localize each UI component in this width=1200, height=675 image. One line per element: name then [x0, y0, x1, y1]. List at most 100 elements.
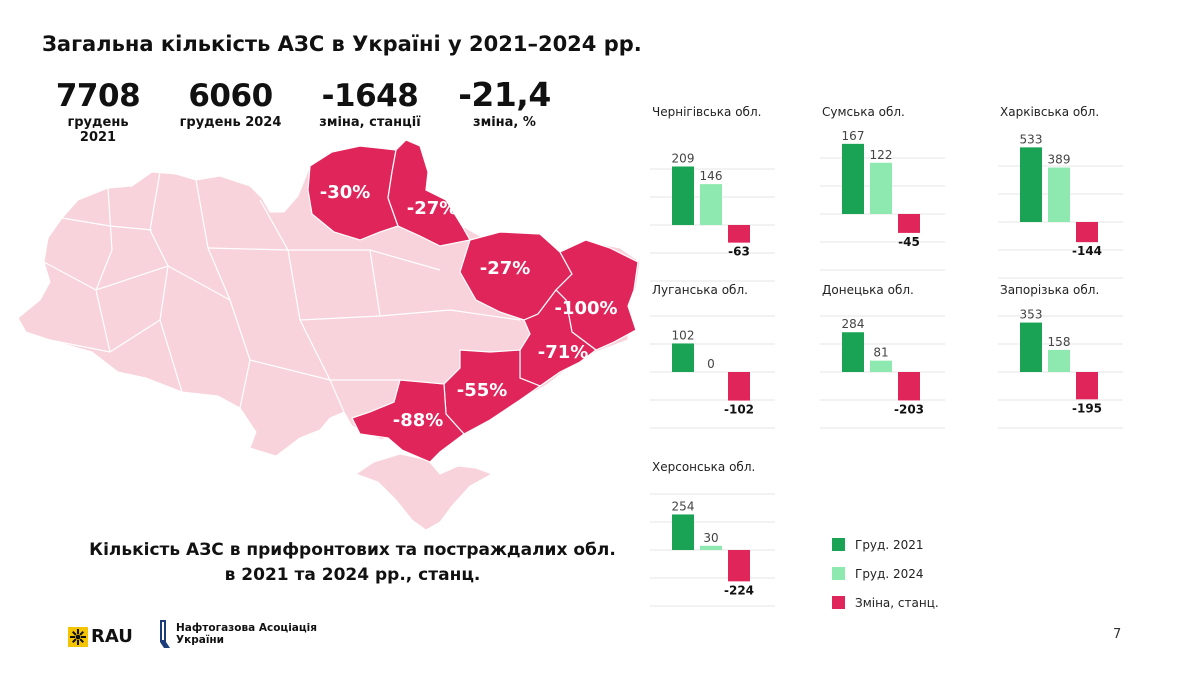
data-label-dec2024: 389 [1048, 153, 1071, 167]
chart-panel-sumy: Сумська обл. 167 122 -45 [820, 105, 950, 271]
bar-dec2021 [1020, 322, 1042, 372]
legend-label: Зміна, станц. [855, 595, 939, 610]
map-label-zaporizhzhia: -55% [457, 380, 508, 401]
chart-title: Донецька обл. [822, 283, 914, 297]
bar-dec2021 [1020, 147, 1042, 222]
stat-label: грудень 2024 [179, 115, 282, 130]
chart-subtitle: Кількість АЗС в прифронтових та постражд… [75, 538, 630, 588]
subtitle-line1: Кількість АЗС в прифронтових та постражд… [89, 540, 616, 560]
bar-dec2024 [1048, 349, 1070, 372]
bar-dec2024 [870, 360, 892, 372]
data-label-change: -203 [894, 402, 924, 416]
chart-title: Луганська обл. [652, 283, 748, 297]
chart-title: Чернігівська обл. [652, 105, 762, 119]
map-crimea [354, 453, 494, 531]
data-label-dec2024: 158 [1048, 335, 1071, 349]
chart-title: Запорізька обл. [1000, 283, 1100, 297]
bar-chart-sumy: 167 122 -45 [820, 129, 945, 271]
stat-value: -21,4 [458, 75, 551, 114]
bar-dec2021 [672, 514, 694, 550]
chart-panel-zaporizhzhia: Запорізька обл. 353 158 -195 [998, 283, 1128, 433]
chart-panel-kharkiv: Харківська обл. 533 389 -144 [998, 105, 1128, 279]
rau-logo-text: RAU [91, 626, 133, 647]
nau-logo-line2: України [176, 634, 225, 646]
stat-value: 7708 [55, 78, 141, 114]
legend-item-change: Зміна, станц. [832, 588, 939, 617]
stat-dec2024: 6060 грудень 2024 [178, 78, 283, 130]
legend-item-dec2021: Груд. 2021 [832, 530, 939, 559]
rau-logo: RAU [68, 626, 133, 647]
bar-chart-luhansk: 102 0 -102 [650, 315, 775, 429]
data-label-dec2024: 146 [700, 169, 723, 183]
subtitle-line2: в 2021 та 2024 рр., станц. [224, 565, 481, 585]
chart-panel-luhansk: Луганська обл. 102 0 -102 [650, 283, 780, 433]
bar-dec2024 [700, 184, 722, 225]
rau-logo-icon [68, 626, 88, 647]
legend-label: Груд. 2021 [855, 537, 924, 552]
stat-dec2021: 7708 грудень 2021 [48, 78, 148, 145]
bar-chart-donetsk: 284 81 -203 [820, 315, 945, 429]
map-label-donetsk: -71% [538, 342, 589, 363]
data-label-dec2021: 284 [842, 317, 865, 331]
bar-change [898, 372, 920, 401]
bar-dec2024 [700, 545, 722, 550]
map-label-kharkiv: -27% [480, 258, 531, 279]
legend-swatch [832, 567, 845, 580]
chart-title: Харківська обл. [1000, 105, 1100, 119]
page-number: 7 [1113, 627, 1122, 642]
data-label-dec2024: 81 [873, 346, 888, 360]
data-label-change: -45 [898, 235, 920, 249]
data-label-dec2021: 353 [1020, 308, 1043, 322]
bar-change [728, 225, 750, 243]
bar-chart-chernihiv: 209 146 -63 [650, 151, 775, 282]
legend-label: Груд. 2024 [855, 566, 924, 581]
stat-label: грудень 2021 [67, 115, 129, 145]
data-label-change: -63 [728, 245, 750, 259]
map-label-kherson: -88% [393, 410, 444, 431]
bar-change [728, 550, 750, 582]
map-oblast-zaporizhzhia [443, 349, 542, 435]
data-label-dec2021: 209 [672, 151, 695, 165]
nau-logo-text: Нафтогазова Асоціація України [176, 622, 317, 646]
bar-chart-kherson: 254 30 -224 [650, 493, 775, 607]
bar-dec2024 [870, 162, 892, 214]
data-label-dec2024: 30 [703, 531, 718, 545]
bar-dec2021 [842, 143, 864, 214]
data-label-change: -195 [1072, 401, 1102, 415]
bar-chart-zaporizhzhia: 353 158 -195 [998, 308, 1123, 429]
nau-logo-icon [160, 620, 170, 648]
data-label-dec2021: 533 [1020, 132, 1043, 146]
data-label-change: -224 [724, 583, 754, 597]
bar-change [728, 372, 750, 401]
bar-dec2021 [842, 332, 864, 372]
bar-dec2024 [1048, 167, 1070, 222]
bar-change [1076, 372, 1098, 400]
legend-swatch [832, 538, 845, 551]
data-label-dec2024: 0 [707, 357, 715, 371]
data-label-change: -144 [1072, 244, 1102, 258]
oblast-borders [43, 171, 521, 413]
map-label-luhansk: -100% [554, 298, 617, 319]
legend: Груд. 2021 Груд. 2024 Зміна, станц. [832, 530, 939, 617]
chart-panel-donetsk: Донецька обл. 284 81 -203 [820, 283, 950, 433]
bar-change [1076, 222, 1098, 243]
data-label-dec2024: 122 [870, 148, 893, 162]
stat-value: -1648 [321, 78, 419, 114]
chart-panel-chernihiv: Чернігівська обл. 209 146 -63 [650, 105, 780, 282]
legend-item-dec2024: Груд. 2024 [832, 559, 939, 588]
map-oblast-kherson [351, 379, 465, 463]
bar-dec2021 [672, 343, 694, 372]
bar-change [898, 214, 920, 233]
stat-value: 6060 [188, 78, 273, 114]
data-label-dec2021: 254 [672, 499, 695, 513]
bar-chart-kharkiv: 533 389 -144 [998, 132, 1123, 279]
stat-label: зміна, станції [319, 115, 421, 130]
data-label-change: -102 [724, 403, 754, 417]
stat-change-percent: -21,4 зміна, % [452, 75, 557, 130]
data-label-dec2021: 167 [842, 129, 865, 143]
nau-logo-line1: Нафтогазова Асоціація [176, 622, 318, 634]
map-label-chernihiv: -30% [320, 182, 371, 203]
legend-swatch [832, 596, 845, 609]
map-oblast-sumy [387, 139, 471, 247]
stat-label: зміна, % [473, 115, 536, 130]
